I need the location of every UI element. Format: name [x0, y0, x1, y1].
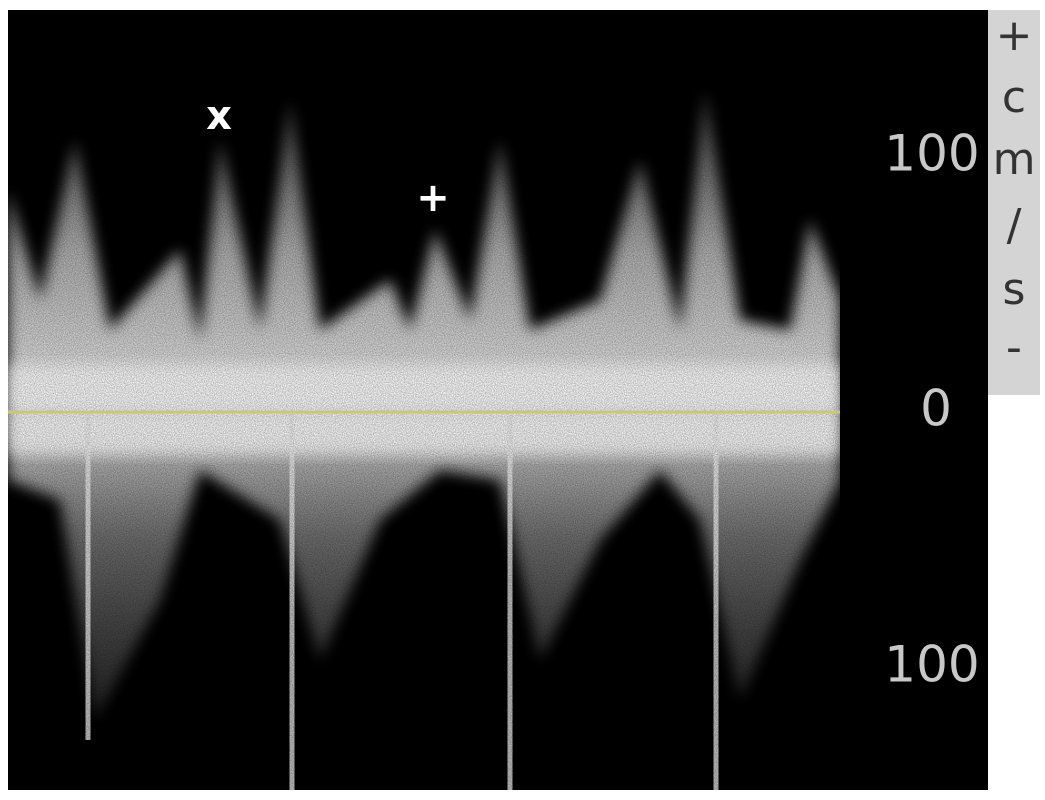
scale-label: 100 [884, 636, 979, 694]
spectrum [8, 10, 840, 790]
scale-label: 0 [920, 380, 952, 438]
unit-letter: m [993, 134, 1036, 185]
marker: x [206, 93, 232, 139]
unit-letter: / [1007, 200, 1022, 251]
unit-letter: + [996, 10, 1033, 61]
marker: + [416, 175, 450, 221]
scale-label: 100 [884, 125, 979, 183]
unit-letter: c [1002, 72, 1026, 123]
noise [8, 10, 840, 790]
unit-letter: s [1003, 264, 1026, 315]
unit-box [988, 10, 1040, 395]
unit-letter: - [1006, 322, 1022, 373]
